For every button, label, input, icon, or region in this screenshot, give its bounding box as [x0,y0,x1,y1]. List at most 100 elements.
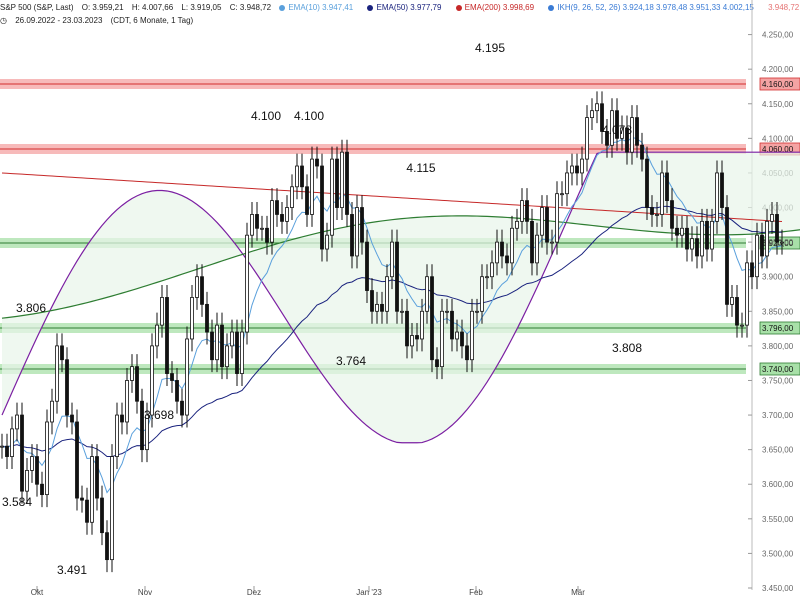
candle-body [545,207,549,243]
candle-body [570,165,574,174]
candle-body [555,193,559,243]
y-tick-label: 4.250,00 [762,31,794,40]
candle-body [665,172,669,202]
candle-body [510,227,514,264]
level-label-4060: 4.060,00 [762,145,794,154]
candle-body [645,158,649,208]
price-annotation: 4.100 [294,109,324,123]
candle-body [595,103,599,112]
candle-body [375,303,379,312]
candle-body [140,400,144,451]
candle-body [30,456,34,471]
candle-body [65,359,69,416]
candle-body [485,276,489,279]
candle-body [585,117,589,160]
price-annotation: 4.195 [475,41,505,55]
candle-body [245,234,249,333]
y-tick-label: 3.600,00 [762,480,794,489]
candle-body [670,200,674,229]
candle-body [305,186,309,215]
candle-body [745,262,749,326]
candle-body [400,310,404,313]
candle-body [240,331,244,374]
candle-body [165,297,169,374]
ema200-legend: EMA(200) 3.998,69 [455,3,540,12]
candle-body [690,238,694,250]
candle-body [755,234,759,278]
candle-body [560,193,564,196]
candle-body [370,290,374,312]
candle-body [25,469,29,492]
level-label-3920: 3.920,00 [762,239,794,248]
candle-body [395,241,399,312]
y-tick-label: 3.950,00 [762,238,794,247]
candle-body [420,310,424,340]
candle-body [210,331,214,361]
candle-body [170,373,174,381]
candle-body [215,324,219,361]
candle-body [470,310,474,361]
candle-body [590,110,594,118]
close-value: C: 3.948,72 [229,3,272,12]
candle-body [40,483,44,496]
candle-body [415,335,419,340]
candle-body [525,200,529,222]
ema50-legend: EMA(50) 3.977,79 [367,3,447,12]
level-label-4160: 4.160,00 [762,80,794,89]
candle-body [710,220,714,250]
candle-body [605,131,609,146]
price-annotation: 4.115 [406,161,435,175]
candle-body [565,172,569,195]
candle-body [95,456,99,499]
candle-body [145,414,149,451]
y-tick-label: 3.650,00 [762,446,794,455]
candle-body [770,214,774,222]
candle-body [600,103,604,132]
y-tick-label: 3.550,00 [762,515,794,524]
x-tick-label: Nov [138,588,152,597]
level-tag-3740 [759,362,800,376]
candle-body [325,234,329,250]
candle-body [775,214,779,243]
candle-body [750,262,754,278]
price-annotation: 3.584 [2,495,32,509]
candle-body [200,276,204,305]
candle-body [320,165,324,250]
candle-body [685,227,689,250]
price-annotation: 3.806 [16,301,46,315]
date-range: 26.09.2022 - 23.03.2023 [15,16,103,25]
candle-body [75,421,79,499]
high-value: H: 4.007,66 [131,3,174,12]
candle-body [730,297,734,305]
candle-body [235,331,239,374]
candle-body [480,276,484,312]
candle-body [580,158,584,174]
cloud-span-b [1,215,800,319]
candle-body [15,414,19,430]
x-tick-label: Okt [31,588,44,597]
candle-body [205,303,209,333]
candle-body [280,214,284,222]
candle-body [90,456,94,523]
candle-body [120,414,124,423]
candle-body [540,207,544,236]
candle-body [250,214,254,236]
candle-body [695,238,699,257]
candle-body [530,220,534,264]
candle-body [460,331,464,347]
candle-body [675,227,679,236]
level-tag-4160 [759,77,800,91]
candle-body [225,345,229,368]
candle-body [610,110,614,146]
low-value: L: 3.919,05 [181,3,222,12]
x-tick-label: Mär [571,588,585,597]
candle-body [345,151,349,215]
candle-body [80,497,84,501]
candle-body [135,366,139,402]
candle-body [265,227,269,243]
price-annotation: 3.491 [57,563,87,577]
y-tick-label: 3.900,00 [762,273,794,282]
ikh-legend: IKH(9, 26, 52, 26) 3.924,18 3.978,48 3.9… [548,3,760,12]
price-annotation: 3.808 [612,341,642,355]
